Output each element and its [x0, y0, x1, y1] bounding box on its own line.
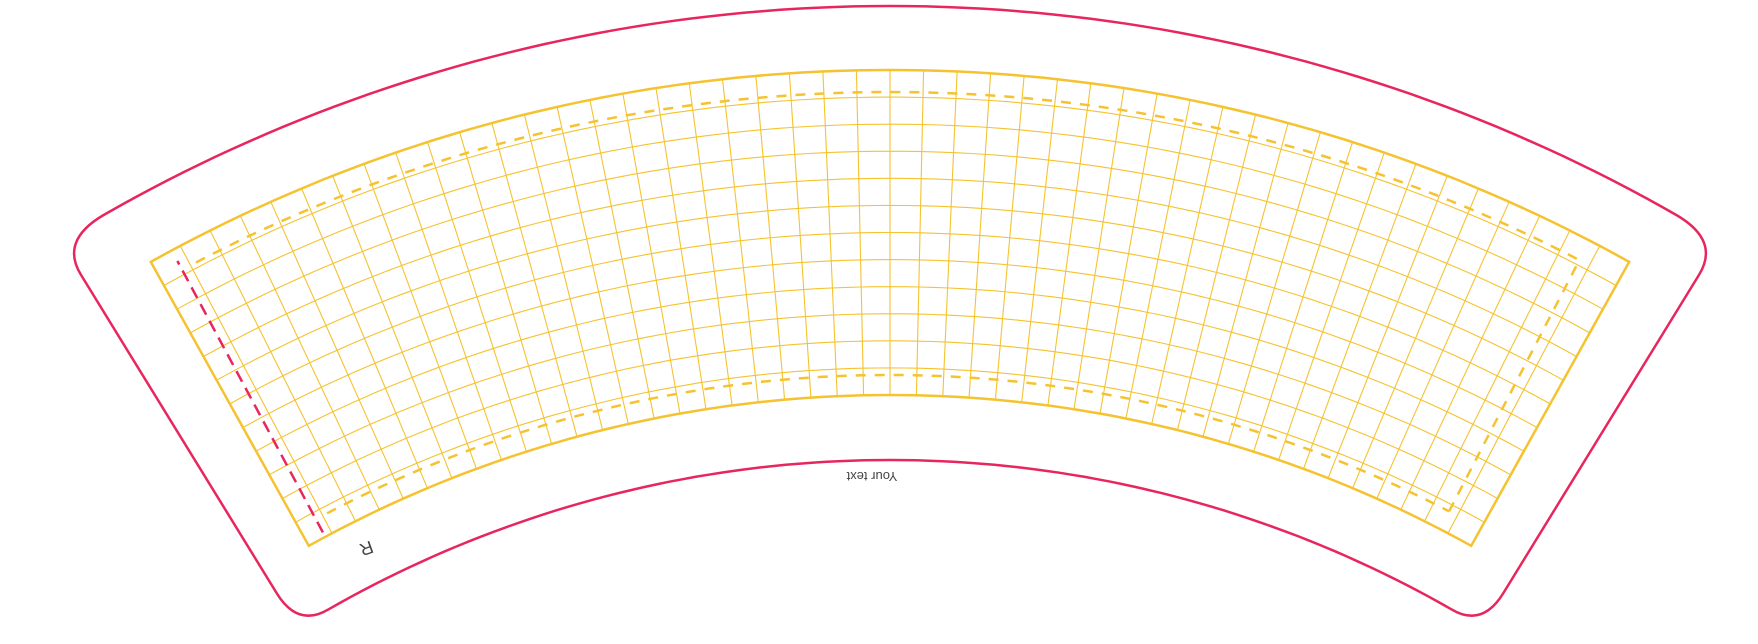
grid-arc-line [176, 123, 1604, 310]
glue-seam-line [176, 260, 325, 533]
grid-arc-line [269, 313, 1511, 476]
safe-zone-bottom-dashed [326, 373, 1450, 515]
bleed-outline [149, 68, 1631, 548]
safe-zone-top-dashed [195, 90, 1580, 264]
grid-arc-line [216, 204, 1564, 381]
grid-arc-line [282, 340, 1498, 499]
safe-zone-right-dashed [1447, 259, 1581, 512]
placeholder-text[interactable]: Your text [846, 469, 897, 484]
design-grid [163, 70, 1617, 534]
corner-mark-text: R [357, 537, 376, 560]
grid-arc-line [242, 259, 1538, 428]
grid-arc-line [203, 177, 1577, 357]
grid-arc-line [255, 286, 1525, 452]
grid-arc-line [190, 150, 1590, 334]
grid-arc-line [163, 96, 1617, 286]
cut-outline [72, 4, 1708, 617]
corner-logo-icon: R [357, 537, 376, 560]
grid-arc-line [295, 367, 1485, 523]
grid-arc-line [229, 231, 1551, 405]
